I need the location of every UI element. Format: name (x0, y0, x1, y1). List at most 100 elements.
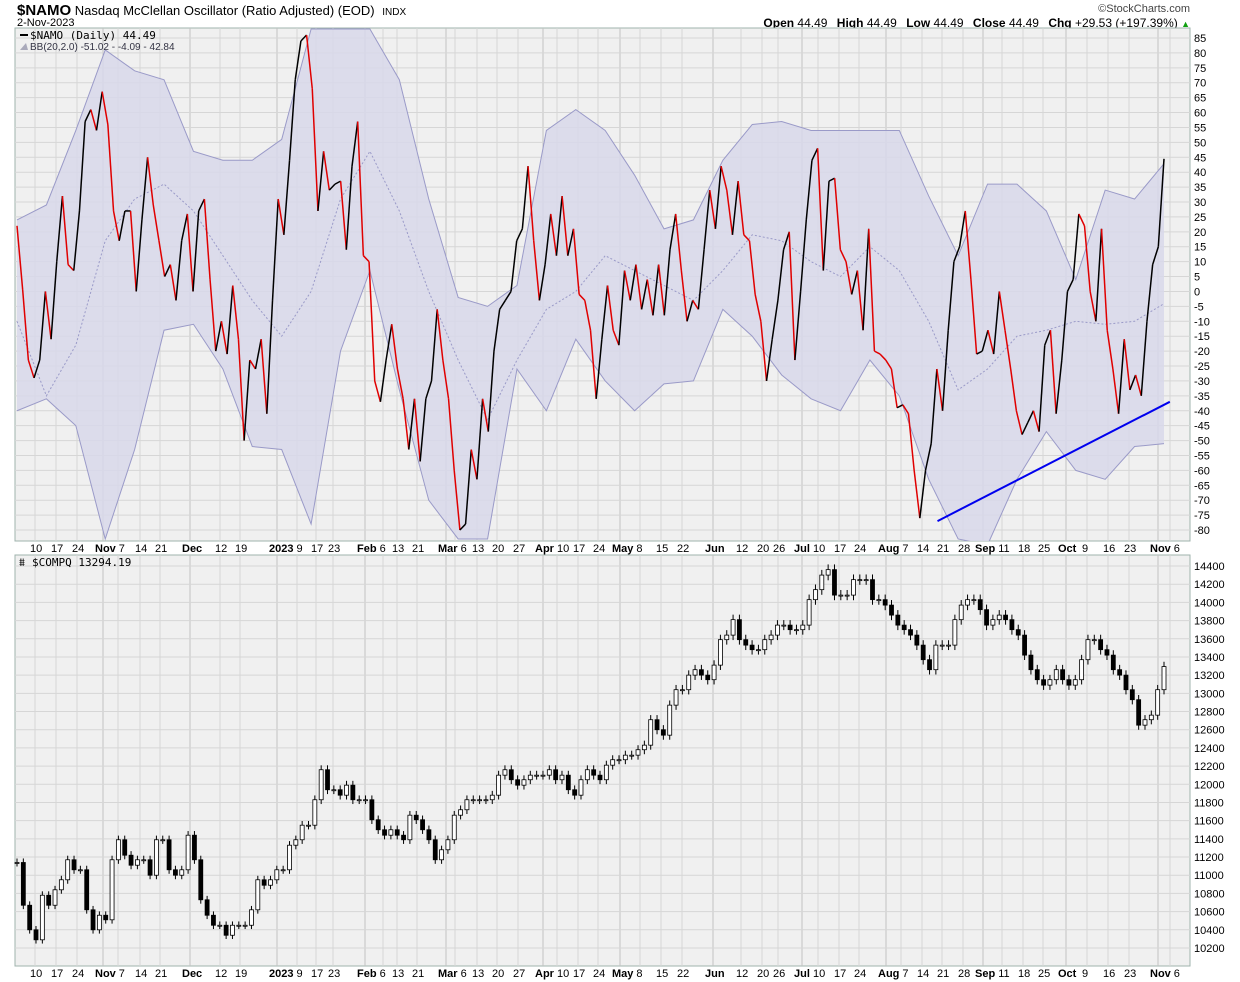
namo-line-segment (890, 368, 898, 408)
candle-body (977, 599, 983, 611)
candle-body (255, 879, 261, 911)
y-tick-label: 12800 (1194, 707, 1225, 719)
namo-line-segment (436, 309, 444, 361)
candle-body (280, 869, 286, 872)
candle-body (629, 754, 635, 757)
namo-line-segment (311, 88, 319, 211)
candle-body (920, 644, 926, 661)
candle-body (192, 834, 197, 861)
namo-line-segment (976, 350, 983, 355)
namo-line-segment (203, 198, 211, 280)
brand-link[interactable]: ©StockCharts.com (1098, 3, 1190, 15)
namo-line-segment (322, 151, 331, 191)
candle-body (33, 929, 39, 941)
candle-body (1117, 669, 1123, 676)
y-tick-label: -80 (1194, 525, 1210, 537)
namo-line-segment (669, 213, 677, 250)
candle-body (458, 809, 463, 816)
candle-body (946, 644, 951, 647)
namo-line-segment (521, 166, 529, 229)
candle-body (20, 862, 26, 906)
y-tick-label: 12600 (1194, 725, 1225, 737)
x-tick-label: 9 (1082, 968, 1088, 980)
namo-line-segment (1157, 158, 1165, 247)
x-tick-label: 7 (119, 968, 125, 980)
x-tick-label: 6 (1174, 543, 1180, 555)
candle-body (1079, 659, 1085, 681)
candle-body (838, 594, 844, 597)
namo-legend: $NAMO (Daily) 44.49 (30, 29, 156, 42)
namo-line-segment (981, 330, 989, 352)
x-tick-label: 12 (215, 968, 227, 980)
y-tick-label: 10400 (1194, 925, 1225, 937)
namo-line-segment (38, 291, 47, 361)
x-tick-label: Dec (182, 543, 202, 555)
candle-body (553, 769, 559, 781)
candle-body (65, 859, 71, 881)
namo-line-segment (413, 398, 421, 462)
x-tick-label: 18 (1018, 968, 1030, 980)
candle-body (337, 789, 343, 796)
y-tick-label: -65 (1194, 480, 1210, 492)
candle-body (965, 599, 970, 606)
namo-line-segment (27, 359, 35, 379)
y-tick-label: -30 (1194, 376, 1210, 388)
candle-body (287, 844, 292, 871)
x-tick-label: 12 (215, 543, 227, 555)
namo-line-segment (328, 183, 336, 191)
namo-line-segment (101, 91, 109, 125)
candle-body (1129, 689, 1135, 701)
x-tick-label: 14 (135, 968, 147, 980)
namo-line-segment (453, 470, 461, 531)
candle-body (160, 839, 166, 842)
namo-line-segment (623, 270, 631, 301)
candle-body (534, 774, 540, 777)
y-tick-label: 12200 (1194, 761, 1225, 773)
namo-line-segment (1032, 410, 1040, 432)
namo-line-segment (686, 300, 694, 322)
x-tick-label: 24 (593, 968, 605, 980)
namo-line-segment (998, 291, 1006, 331)
namo-line-segment (987, 330, 995, 355)
namo-line-segment (589, 330, 597, 399)
x-tick-label: 9 (296, 543, 302, 555)
namo-line-segment (930, 368, 938, 444)
y-tick-label: 55 (1194, 122, 1206, 134)
y-tick-label: 25 (1194, 212, 1206, 224)
y-tick-label: 0 (1194, 286, 1200, 298)
x-tick-label: 26 (773, 968, 785, 980)
namo-line-segment (1021, 422, 1029, 435)
y-tick-label: 11600 (1194, 816, 1224, 828)
y-tick-label: -25 (1194, 361, 1210, 373)
chg-label: Chg (1048, 16, 1072, 30)
namo-line-segment (799, 219, 808, 292)
x-tick-label: 23 (1124, 968, 1136, 980)
namo-line-segment (305, 34, 314, 89)
y-tick-label: 75 (1194, 63, 1206, 75)
namo-line-segment (953, 246, 961, 262)
y-tick-label: 12000 (1194, 779, 1225, 791)
namo-line-segment (209, 279, 217, 352)
candle-body (236, 924, 242, 927)
namo-line-segment (504, 291, 512, 301)
y-tick-label: -50 (1194, 436, 1210, 448)
namo-line-segment (425, 380, 433, 400)
namo-line-segment (833, 178, 842, 250)
candle-body (1041, 679, 1046, 686)
namo-line-segment (601, 285, 609, 340)
candle-body (242, 924, 248, 927)
namo-line-segment (970, 279, 978, 355)
y-tick-label: -70 (1194, 495, 1210, 507)
candle-body (198, 859, 204, 901)
x-tick-label: 7 (119, 543, 125, 555)
candle-body (14, 862, 20, 864)
namo-series-group (16, 28, 1171, 541)
x-tick-label: 12 (736, 543, 748, 555)
namo-line-segment (129, 210, 137, 292)
namo-line-segment (726, 189, 734, 235)
candle-body (318, 769, 324, 801)
x-tick-label: 13 (392, 543, 404, 555)
y-tick-label: -5 (1194, 301, 1204, 313)
open-label: Open (763, 16, 795, 30)
candle-body (521, 779, 527, 786)
